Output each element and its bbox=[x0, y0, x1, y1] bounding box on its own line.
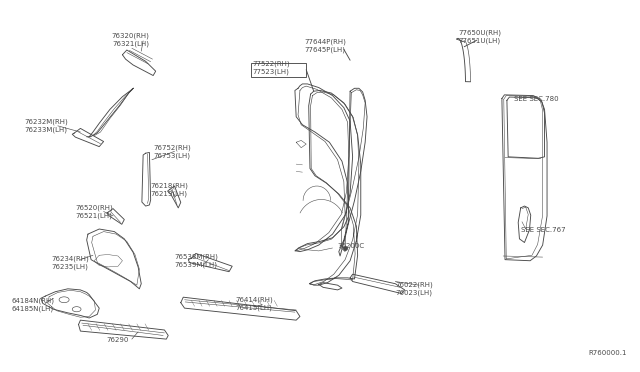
Bar bbox=[251, 63, 306, 77]
Text: 77522(RH)
77523(LH): 77522(RH) 77523(LH) bbox=[252, 60, 290, 75]
Text: 76538M(RH)
76539M(LH): 76538M(RH) 76539M(LH) bbox=[175, 253, 218, 268]
Text: 76520(RH)
76521(LH): 76520(RH) 76521(LH) bbox=[76, 204, 113, 219]
Text: 76218(RH)
76219(LH): 76218(RH) 76219(LH) bbox=[150, 182, 189, 197]
Text: 76752(RH)
76753(LH): 76752(RH) 76753(LH) bbox=[154, 144, 191, 158]
Text: 76232M(RH)
76233M(LH): 76232M(RH) 76233M(LH) bbox=[24, 119, 68, 133]
Text: SEE SEC.767: SEE SEC.767 bbox=[521, 227, 565, 233]
Text: 76290: 76290 bbox=[107, 337, 129, 343]
Text: 76200C: 76200C bbox=[337, 243, 365, 249]
Text: 76022(RH)
76023(LH): 76022(RH) 76023(LH) bbox=[396, 282, 433, 296]
Text: R760000.1: R760000.1 bbox=[589, 350, 627, 356]
Text: 64184N(RH)
64185N(LH): 64184N(RH) 64185N(LH) bbox=[12, 297, 54, 312]
Text: 77644P(RH)
77645P(LH): 77644P(RH) 77645P(LH) bbox=[305, 38, 346, 53]
Text: 77650U(RH)
77651U(LH): 77650U(RH) 77651U(LH) bbox=[458, 29, 501, 44]
Text: 76234(RH)
76235(LH): 76234(RH) 76235(LH) bbox=[52, 255, 90, 270]
Text: SEE SEC.780: SEE SEC.780 bbox=[515, 96, 559, 102]
Text: 76320(RH)
76321(LH): 76320(RH) 76321(LH) bbox=[111, 33, 150, 47]
Text: 76414(RH)
76415(LH): 76414(RH) 76415(LH) bbox=[236, 296, 273, 311]
